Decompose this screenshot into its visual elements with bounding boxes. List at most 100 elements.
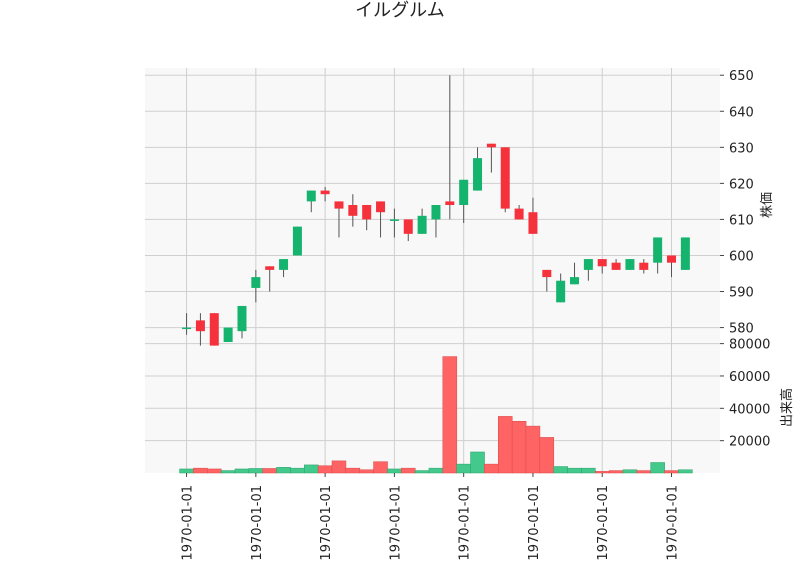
price-axis-label: 株価 [760, 192, 775, 218]
candle-body [445, 201, 455, 205]
volume-bar [539, 437, 555, 474]
volume-bar [345, 467, 361, 474]
candle-body [362, 205, 372, 220]
candle-body [680, 237, 690, 270]
volume-bar [290, 467, 305, 474]
candle-body [611, 262, 621, 270]
volume-bar [678, 469, 693, 474]
volume-bar [317, 465, 333, 474]
x-tick-label: 1970-01-01 [388, 485, 403, 561]
x-tick-label: 1970-01-01 [666, 485, 681, 561]
volume-bar [220, 470, 236, 474]
chart-title: イルグルム [355, 0, 445, 21]
candle-body [459, 179, 469, 205]
candle-body [306, 190, 316, 202]
volume-bar [650, 462, 665, 474]
candle-body [251, 277, 261, 288]
volume-bar [248, 468, 264, 474]
candle-body [625, 259, 635, 270]
volume-bar [428, 467, 444, 474]
volume-axis-label: 出来高 [779, 388, 795, 427]
volume-bar [636, 470, 652, 474]
candle-body [570, 277, 580, 285]
x-tick-label: 1970-01-01 [181, 485, 196, 561]
price-tick-label: 610 [729, 213, 754, 228]
volume-panel [145, 342, 720, 473]
candle-body [473, 158, 483, 191]
volume-bar [401, 467, 416, 474]
volume-bar [594, 471, 610, 474]
price-tick-label: 600 [729, 249, 754, 264]
volume-bar [456, 463, 471, 474]
candle-body [237, 305, 247, 332]
volume-bar [262, 468, 277, 474]
candle-body [597, 259, 607, 267]
volume-bar [664, 470, 679, 474]
candle-body [528, 212, 538, 234]
candle-body [223, 327, 233, 342]
candle-body [320, 190, 330, 195]
candle-body [486, 143, 496, 148]
volume-tick-label: 20000 [729, 435, 770, 450]
candle-body [265, 266, 275, 270]
volume-tick-label: 60000 [729, 370, 770, 385]
volume-bar [511, 420, 527, 474]
price-tick-label: 630 [729, 141, 754, 156]
volume-bar [470, 451, 485, 474]
x-tick-label: 1970-01-01 [319, 485, 334, 561]
volume-bar [373, 461, 388, 474]
candle-body [667, 255, 677, 263]
volume-bar [622, 469, 638, 474]
price-tick-label: 640 [729, 105, 754, 120]
candle-body [292, 226, 302, 256]
candle-body [182, 327, 192, 330]
volume-bar [581, 467, 596, 474]
volume-bar [414, 470, 430, 474]
volume-tick-label: 80000 [729, 338, 770, 353]
x-tick-label: 1970-01-01 [458, 485, 473, 561]
candle-body [653, 237, 663, 263]
candle-body [389, 219, 399, 221]
price-tick-label: 590 [729, 286, 754, 301]
volume-bar [276, 467, 291, 474]
candle-body [195, 320, 205, 332]
price-tick-label: 580 [729, 322, 754, 337]
candle-body [417, 215, 427, 234]
candle-body [431, 205, 441, 220]
volume-bar [193, 467, 208, 474]
volume-bar [553, 466, 568, 474]
volume-bar [387, 468, 402, 474]
volume-bar [331, 460, 347, 474]
volume-bar [525, 425, 541, 474]
x-tick-label: 1970-01-01 [527, 485, 542, 561]
candle-body [500, 147, 510, 209]
volume-bar [442, 356, 458, 474]
candle-body [403, 219, 413, 234]
volume-bar [608, 470, 624, 474]
candle-body [209, 313, 219, 346]
candle-body [639, 262, 649, 270]
x-tick-label: 1970-01-01 [250, 485, 265, 561]
candle-body [514, 208, 524, 220]
volume-bar [484, 463, 499, 474]
candle-body [334, 201, 344, 209]
candle-body [556, 280, 566, 303]
candle-body [376, 201, 386, 213]
volume-bar [207, 468, 222, 474]
volume-tick-label: 40000 [729, 402, 770, 417]
price-tick-label: 650 [729, 69, 754, 84]
candle-body [542, 269, 552, 278]
volume-bar [304, 464, 319, 474]
candle-body [583, 259, 593, 270]
volume-bar [234, 468, 250, 474]
candle-body [348, 205, 358, 216]
volume-bar [567, 467, 582, 474]
volume-bar [359, 469, 374, 474]
price-tick-label: 620 [729, 177, 754, 192]
candle-body [279, 259, 289, 270]
x-tick-label: 1970-01-01 [596, 485, 611, 561]
volume-bar [497, 416, 513, 474]
volume-bar [179, 468, 194, 474]
